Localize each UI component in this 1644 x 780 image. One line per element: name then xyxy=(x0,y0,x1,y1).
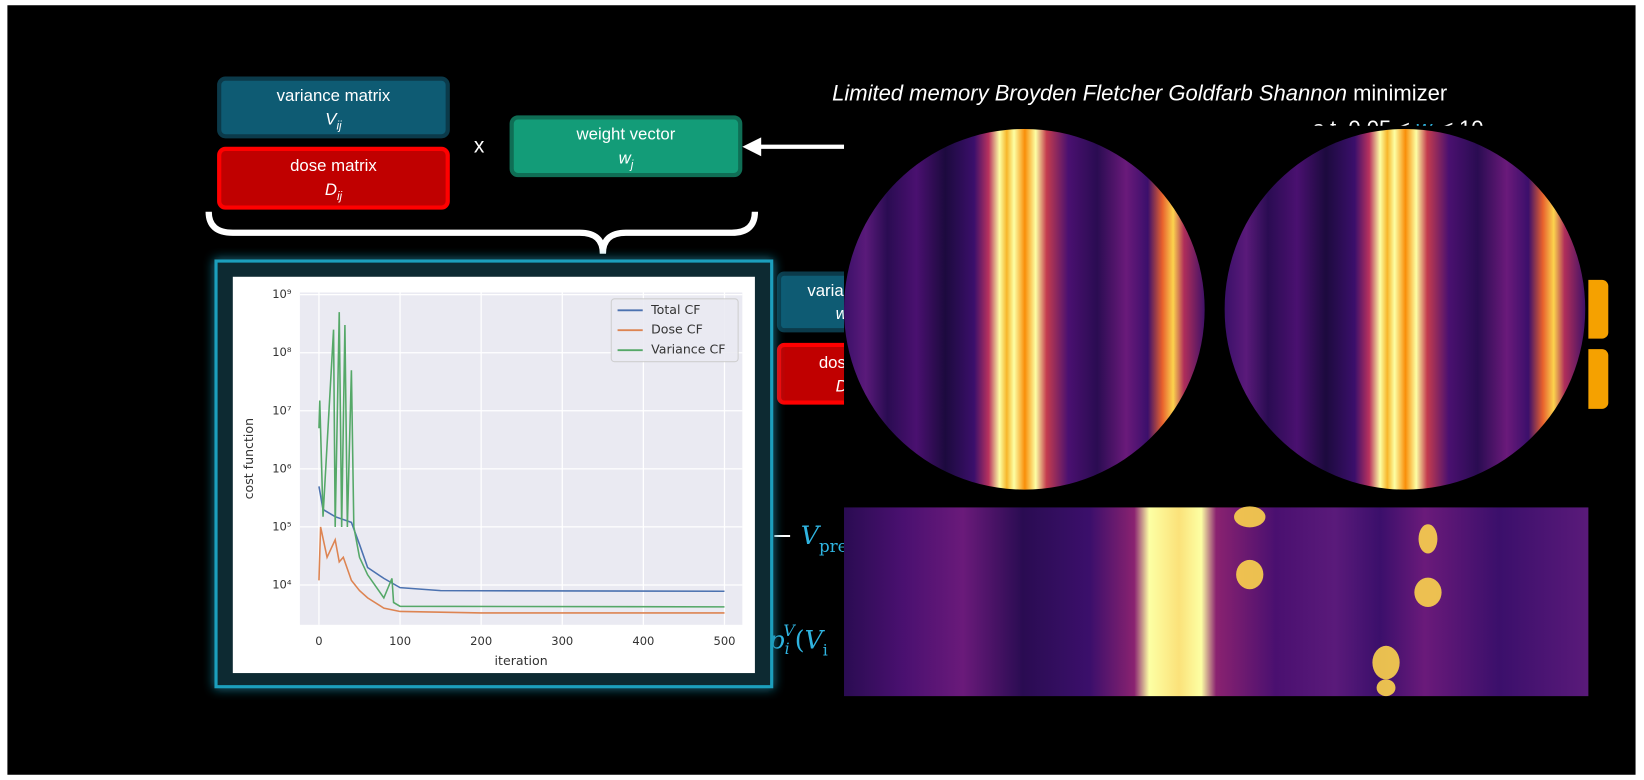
x-tick-label: 100 xyxy=(389,634,411,648)
symbol: D xyxy=(325,180,337,199)
x-tick-label: 200 xyxy=(470,634,492,648)
y-tick-label: 10⁶ xyxy=(272,461,292,475)
y-tick-label: 10⁸ xyxy=(272,345,292,359)
paren: ( xyxy=(795,626,805,655)
box-label: dos xyxy=(819,353,846,372)
minus: − xyxy=(772,521,793,550)
heatmap-right xyxy=(1225,129,1587,491)
heatmap-left xyxy=(844,129,1206,491)
legend-label: Variance CF xyxy=(651,342,725,357)
box-label: variance matrix xyxy=(277,86,391,105)
subscript: ij xyxy=(337,191,343,203)
box-label: dose matrix xyxy=(290,156,377,175)
subscript: i xyxy=(785,638,790,657)
chart: 0 100 200 300 400 500 10⁴ 10⁵ 10⁶ 10⁷ 10⁸ 10⁹ iterat… xyxy=(241,287,742,668)
optimizer-title: Limited memory Broyden Fletcher Goldfarb… xyxy=(832,80,1447,105)
x-tick-label: 500 xyxy=(713,634,735,648)
heatmap-fill xyxy=(1225,129,1587,491)
x-axis-label: iteration xyxy=(495,653,548,668)
heatmap-fill xyxy=(844,129,1206,491)
legend-label: Dose CF xyxy=(651,322,703,337)
box-label: weight vector xyxy=(576,125,676,144)
box-label: varia xyxy=(807,281,844,300)
legend-label: Total CF xyxy=(650,302,700,317)
y-tick-label: 10⁷ xyxy=(272,403,292,417)
subscript: i xyxy=(823,641,828,660)
title-italic: Limited memory Broyden Fletcher Goldfarb… xyxy=(832,80,1347,105)
y-tick-label: 10⁹ xyxy=(272,287,292,301)
x-tick-label: 300 xyxy=(551,634,573,648)
x-tick-label: 0 xyxy=(315,634,322,648)
page: { "diagram": { "title_italic": "Limited … xyxy=(0,0,1644,780)
heatmap-bottom xyxy=(844,507,1588,696)
y-tick-label: 10⁵ xyxy=(272,519,292,533)
slide: Limited memory Broyden Fletcher Goldfarb… xyxy=(0,0,1644,780)
x-tick-label: 400 xyxy=(632,634,654,648)
formula-fragment: piV(Vi xyxy=(769,621,828,660)
y-tick-label: 10⁴ xyxy=(272,577,292,591)
subscript: ij xyxy=(336,121,342,133)
title-rest: minimizer xyxy=(1353,80,1447,105)
y-axis-label: cost function xyxy=(241,418,256,499)
operator: x xyxy=(474,134,485,157)
